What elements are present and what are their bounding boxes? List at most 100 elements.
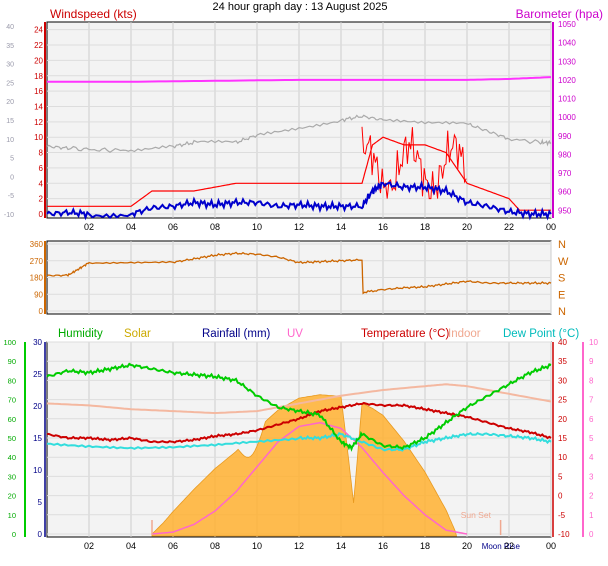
rainfall-tick-label: 20 xyxy=(33,402,42,411)
wind-tick-label: 2 xyxy=(39,195,44,204)
wind-tick-label: 4 xyxy=(39,179,44,188)
dewpoint-label: Dew Point (°C) xyxy=(503,328,579,340)
time-tick-label: 20 xyxy=(462,222,472,232)
wind-gust-line xyxy=(47,136,551,211)
grey-trace xyxy=(46,114,552,154)
time-tick-label: 12 xyxy=(294,541,304,551)
time-tick-label: 18 xyxy=(420,541,430,551)
uv-tick-label: 10 xyxy=(589,338,598,347)
wind-avg-line xyxy=(46,180,552,221)
wind-tick-label: 18 xyxy=(34,72,43,81)
barometer-tick-label: 1050 xyxy=(558,20,576,29)
uv-tick-label: 7 xyxy=(589,396,594,405)
direction-tick-label: 180 xyxy=(30,274,44,283)
temperature-line xyxy=(46,401,552,444)
uv-line xyxy=(151,421,468,535)
time-tick-label: 08 xyxy=(210,541,220,551)
rainfall-tick-label: 25 xyxy=(33,370,42,379)
temp-grey-tick-label: 25 xyxy=(6,80,14,87)
humidity-tick-label: 20 xyxy=(8,492,16,501)
barometer-tick-label: 1000 xyxy=(558,113,576,122)
wind-tick-label: 22 xyxy=(34,41,43,50)
time-tick-label: 06 xyxy=(168,222,178,232)
compass-label: W xyxy=(558,256,569,268)
barometer-tick-label: 1020 xyxy=(558,76,576,85)
wind-series xyxy=(46,76,552,221)
uv-tick-label: 1 xyxy=(589,511,594,520)
humidity-tick-label: 90 xyxy=(8,357,16,366)
uv-tick-label: 6 xyxy=(589,415,594,424)
humidity-tick-label: 70 xyxy=(8,396,16,405)
direction-tick-label: 270 xyxy=(30,257,44,266)
time-tick-label: 10 xyxy=(252,222,262,232)
windspeed-label: Windspeed (kts) xyxy=(50,7,137,21)
rainfall-tick-label: 10 xyxy=(33,466,42,475)
humidity-tick-label: 60 xyxy=(8,415,16,424)
compass-label: N xyxy=(558,306,566,318)
time-tick-label: 12 xyxy=(294,222,304,232)
wind-tick-label: 8 xyxy=(39,149,44,158)
barometer-label: Barometer (hpa) xyxy=(516,7,603,21)
temp-grey-tick-label: 30 xyxy=(6,62,14,69)
rainfall-tick-label: 15 xyxy=(33,434,42,443)
uv-tick-label: 5 xyxy=(589,434,594,443)
uv-tick-label: 3 xyxy=(589,472,594,481)
wind-tick-label: 16 xyxy=(34,87,43,96)
time-tick-label: 04 xyxy=(126,222,136,232)
barometer-tick-label: 950 xyxy=(558,206,572,215)
temp-grey-tick-label: -5 xyxy=(8,193,14,200)
compass-label: E xyxy=(558,289,565,301)
time-tick-label: 10 xyxy=(252,541,262,551)
rainfall-tick-label: 0 xyxy=(38,530,43,539)
barometer-tick-label: 960 xyxy=(558,188,572,197)
temp-grey-tick-label: 15 xyxy=(6,118,14,125)
direction-tick-label: 90 xyxy=(34,290,43,299)
wind-tick-label: 12 xyxy=(34,118,43,127)
time-tick-label: 18 xyxy=(420,222,430,232)
barometer-tick-label: 1010 xyxy=(558,95,576,104)
humidity-tick-label: 50 xyxy=(8,434,16,443)
temp-grey-tick-label: 20 xyxy=(6,99,14,106)
temperature-tick-label: -5 xyxy=(558,511,566,520)
temperature-tick-label: 10 xyxy=(558,453,567,462)
rainfall-label: Rainfall (mm) xyxy=(202,328,271,340)
time-tick-label: 06 xyxy=(168,541,178,551)
temperature-tick-label: 5 xyxy=(558,472,563,481)
humidity-tick-label: 40 xyxy=(8,453,16,462)
wind-tick-label: 14 xyxy=(34,102,43,111)
temp-grey-tick-label: 0 xyxy=(10,174,14,181)
time-tick-label: 02 xyxy=(84,222,94,232)
temperature-tick-label: -10 xyxy=(558,530,570,539)
temperature-tick-label: 15 xyxy=(558,434,567,443)
temp-grey-tick-label: 5 xyxy=(10,156,14,163)
time-tick-label: 00 xyxy=(546,222,556,232)
temperature-tick-label: 30 xyxy=(558,376,567,385)
time-tick-label: 08 xyxy=(210,222,220,232)
temp-grey-tick-label: -10 xyxy=(4,212,14,219)
solar-area xyxy=(151,394,458,537)
humidity-tick-label: 100 xyxy=(3,338,16,347)
barometer-tick-label: 1040 xyxy=(558,39,576,48)
time-tick-label: 20 xyxy=(462,541,472,551)
humidity-tick-label: 30 xyxy=(8,472,16,481)
rainfall-tick-label: 30 xyxy=(33,338,42,347)
time-tick-label: 14 xyxy=(336,222,346,232)
temperature-tick-label: 35 xyxy=(558,357,567,366)
graph-title: 24 hour graph day : 13 August 2025 xyxy=(213,1,388,13)
barometer-tick-label: 980 xyxy=(558,150,572,159)
temp-grey-tick-label: 10 xyxy=(6,137,14,144)
barometer-tick-label: 990 xyxy=(558,132,572,141)
barometer-tick-label: 970 xyxy=(558,169,572,178)
indoor-temp-line xyxy=(46,383,552,415)
uv-tick-label: 2 xyxy=(589,492,594,501)
temperature-tick-label: 40 xyxy=(558,338,567,347)
temperature-tick-label: 0 xyxy=(558,492,563,501)
time-tick-label: 14 xyxy=(336,541,346,551)
compass-label: S xyxy=(558,273,565,285)
climate-series: Sun Set Moon Rise xyxy=(46,362,552,551)
time-tick-label: 02 xyxy=(84,541,94,551)
uv-label: UV xyxy=(287,328,303,340)
time-tick-label: 22 xyxy=(504,222,514,232)
